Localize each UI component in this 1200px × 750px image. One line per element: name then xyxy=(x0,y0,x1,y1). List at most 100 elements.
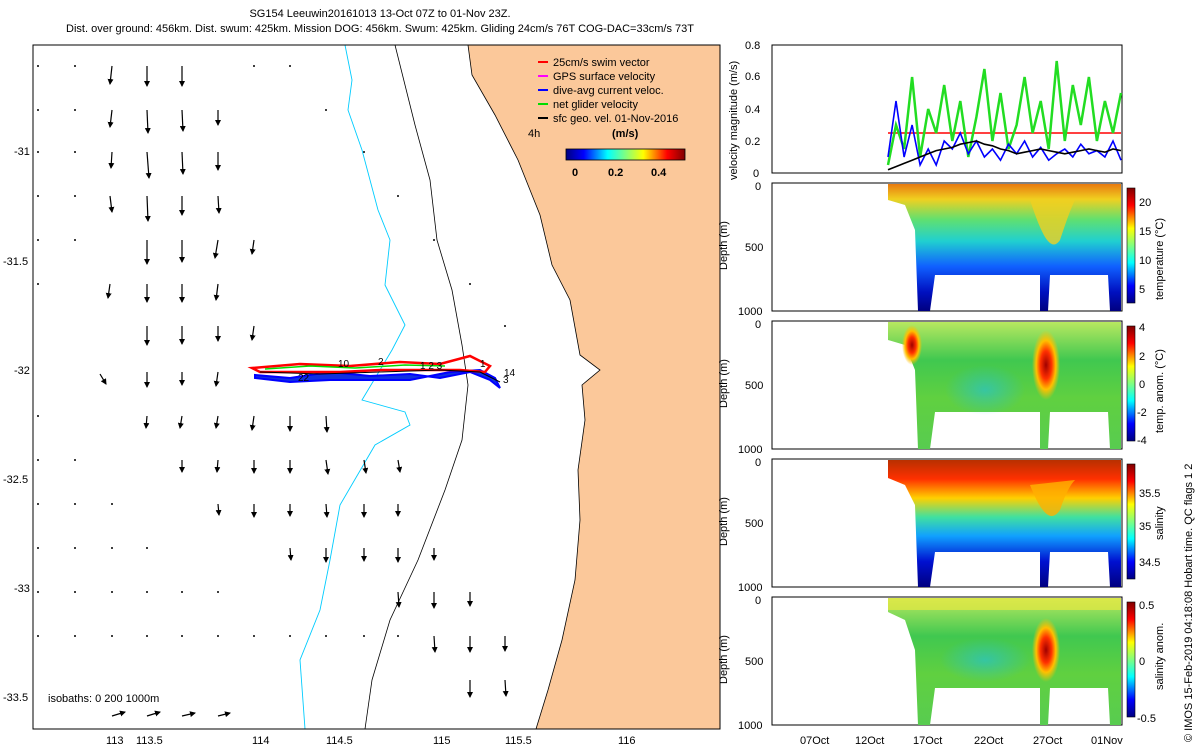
salty-anomaly xyxy=(1032,618,1060,682)
vec-dot xyxy=(37,591,39,593)
vec xyxy=(287,547,294,561)
vec-dot xyxy=(74,547,76,549)
velocity-ylabel: velocity magnitude (m/s) xyxy=(728,61,740,180)
velocity-panel: 0 0.2 0.4 0.6 0.8 velocity magnitude (m/… xyxy=(728,40,1123,180)
vec xyxy=(362,459,369,474)
vec xyxy=(249,415,256,431)
lon-tick: 115 xyxy=(433,735,451,747)
track-label: 1 2 3 xyxy=(420,361,443,372)
cb-tick: 0.5 xyxy=(1139,600,1154,612)
vec-dot xyxy=(111,591,113,593)
track-label: 10 xyxy=(338,359,350,370)
temp-anom-colorbar xyxy=(1126,325,1136,442)
vec xyxy=(431,635,438,653)
cb-tick: 35 xyxy=(1139,521,1151,533)
lon-tick: 114.5 xyxy=(326,735,353,747)
lon-tick: 116 xyxy=(618,735,636,747)
vec-dot xyxy=(74,591,76,593)
track-dac xyxy=(254,368,501,389)
land-mass xyxy=(467,44,721,730)
warm-anomaly xyxy=(902,325,922,365)
legend-label-swim: 25cm/s swim vector xyxy=(553,57,650,69)
cb-tick: 20 xyxy=(1139,197,1151,209)
cb-label: temp. anom. (°C) xyxy=(1154,349,1166,433)
vec-dot xyxy=(363,151,365,153)
temp-anom-panel: 0 500 1000 Depth (m) 4 2 0 -2 -4 temp. a… xyxy=(718,319,1166,456)
depth-tick: 1000 xyxy=(738,306,762,318)
vec-dot xyxy=(181,591,183,593)
vec-dot xyxy=(397,635,399,637)
lat-tick: -31 xyxy=(14,146,30,158)
vec-dot xyxy=(397,195,399,197)
velocity-ytick: 0.6 xyxy=(745,71,760,83)
vec xyxy=(144,195,151,222)
depth-tick: 0 xyxy=(755,457,761,469)
fresh-anomaly xyxy=(940,638,1030,682)
cb-tick: -2 xyxy=(1137,407,1147,419)
depth-tick: 500 xyxy=(745,518,763,530)
lat-tick: -31.5 xyxy=(3,256,28,268)
time-tick: 17Oct xyxy=(913,735,942,747)
vec-dot xyxy=(74,65,76,67)
velocity-lines xyxy=(886,60,1123,171)
cb-label: temperature (°C) xyxy=(1154,218,1166,300)
lon-tick: 113 xyxy=(106,735,124,747)
vec xyxy=(144,109,151,134)
vec-dot xyxy=(325,109,327,111)
vector-field xyxy=(99,65,509,718)
lat-tick: -32.5 xyxy=(3,474,28,486)
chart-title: SG154 Leeuwin20161013 13-Oct 07Z to 01-N… xyxy=(249,8,511,20)
map-legend: 25cm/s swim vector GPS surface velocity di… xyxy=(538,57,678,125)
vec-dot xyxy=(146,635,148,637)
vec-dot xyxy=(37,151,39,153)
vec xyxy=(108,195,115,213)
series-line-dive-avg-current-veloc- xyxy=(887,100,1122,168)
vec xyxy=(213,283,220,301)
cb-tick: -4 xyxy=(1137,435,1147,447)
velocity-ytick: 0 xyxy=(753,168,759,180)
vec-dot xyxy=(111,503,113,505)
vec-dot xyxy=(469,283,471,285)
cb-tick: 0 xyxy=(1139,656,1145,668)
vec-dot xyxy=(37,283,39,285)
vec-dot xyxy=(37,195,39,197)
vec-dot xyxy=(37,239,39,241)
depth-tick: 0 xyxy=(755,181,761,193)
vec-dot xyxy=(74,635,76,637)
track-label: 3 xyxy=(503,375,509,386)
vec xyxy=(215,195,222,214)
vec xyxy=(108,151,115,169)
speed-colorbar xyxy=(565,148,686,161)
depth-tick: 1000 xyxy=(738,582,762,594)
cb-tick: 4 xyxy=(1139,322,1145,334)
vec-dot xyxy=(37,635,39,637)
vec-dot xyxy=(253,65,255,67)
vec xyxy=(323,415,330,433)
cb-tick: 0 xyxy=(1139,379,1145,391)
time-tick: 07Oct xyxy=(800,735,829,747)
cb-tick: 15 xyxy=(1139,226,1151,238)
vec xyxy=(181,711,196,718)
vec-dot xyxy=(325,635,327,637)
vector-dots xyxy=(37,65,506,637)
sal-anom-panel: 0 500 1000 Depth (m) 0.5 0 -0.5 salinity… xyxy=(718,595,1166,732)
depth-tick: 500 xyxy=(745,380,763,392)
lon-tick: 114 xyxy=(252,735,270,747)
vec-dot xyxy=(504,325,506,327)
vec-dot xyxy=(37,459,39,461)
velocity-ytick: 0.4 xyxy=(745,104,760,116)
legend-label-net: net glider velocity xyxy=(553,99,638,111)
vec-dot xyxy=(181,635,183,637)
lon-tick: 113.5 xyxy=(136,735,163,747)
track-swim xyxy=(247,354,492,374)
vec xyxy=(396,459,403,473)
temperature-panel: 0 500 1000 Depth (m) 20 15 10 5 temperat… xyxy=(718,181,1166,318)
vec xyxy=(179,151,186,175)
vec xyxy=(99,373,107,385)
vec xyxy=(249,239,256,255)
legend-label-dac: dive-avg current veloc. xyxy=(553,85,664,97)
isobath-label: isobaths: 0 200 1000m xyxy=(48,693,159,705)
vec xyxy=(213,371,220,387)
surface-band xyxy=(888,598,1121,610)
